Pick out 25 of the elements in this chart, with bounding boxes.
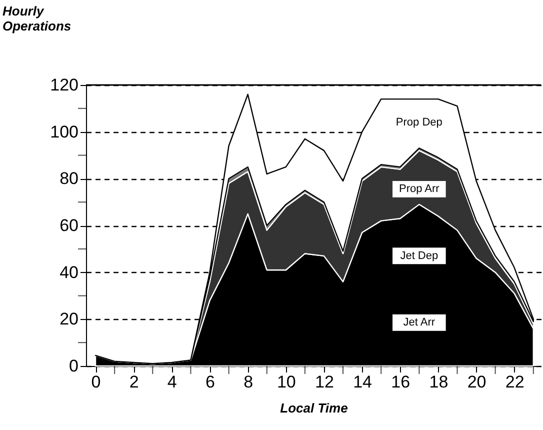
text: Jet Dep xyxy=(400,250,438,262)
x-tick-label: 6 xyxy=(206,372,215,392)
y-axis-title: Hourly Operations xyxy=(2,4,72,34)
x-axis-title: Local Time xyxy=(280,400,348,416)
y-tick-label: 60 xyxy=(60,216,78,235)
x-tick-label: 20 xyxy=(467,372,486,392)
x-tick-label: 18 xyxy=(429,372,448,392)
x-tick-label: 2 xyxy=(129,372,139,392)
x-tick-label: 0 xyxy=(91,372,101,392)
series-label: Jet Arr xyxy=(403,316,436,329)
x-tick-label: 16 xyxy=(391,372,410,392)
y-tick-label: 120 xyxy=(50,76,78,94)
x-tick-label: 8 xyxy=(244,372,254,392)
x-tick-label: 10 xyxy=(276,372,296,392)
x-tick-label: 12 xyxy=(315,372,334,392)
series-label: Prop Dep xyxy=(396,116,442,128)
x-tick-label: 22 xyxy=(505,372,524,392)
y-tick-label: 20 xyxy=(60,310,78,329)
y-tick-label: 80 xyxy=(60,169,78,188)
series-label: Prop Arr xyxy=(398,183,440,196)
x-tick-label: 4 xyxy=(167,372,177,392)
y-tick-label: 0 xyxy=(69,356,78,376)
y-tick-label: 40 xyxy=(60,262,78,282)
x-tick-label: 14 xyxy=(353,372,372,392)
y-tick-label: 100 xyxy=(50,122,78,142)
